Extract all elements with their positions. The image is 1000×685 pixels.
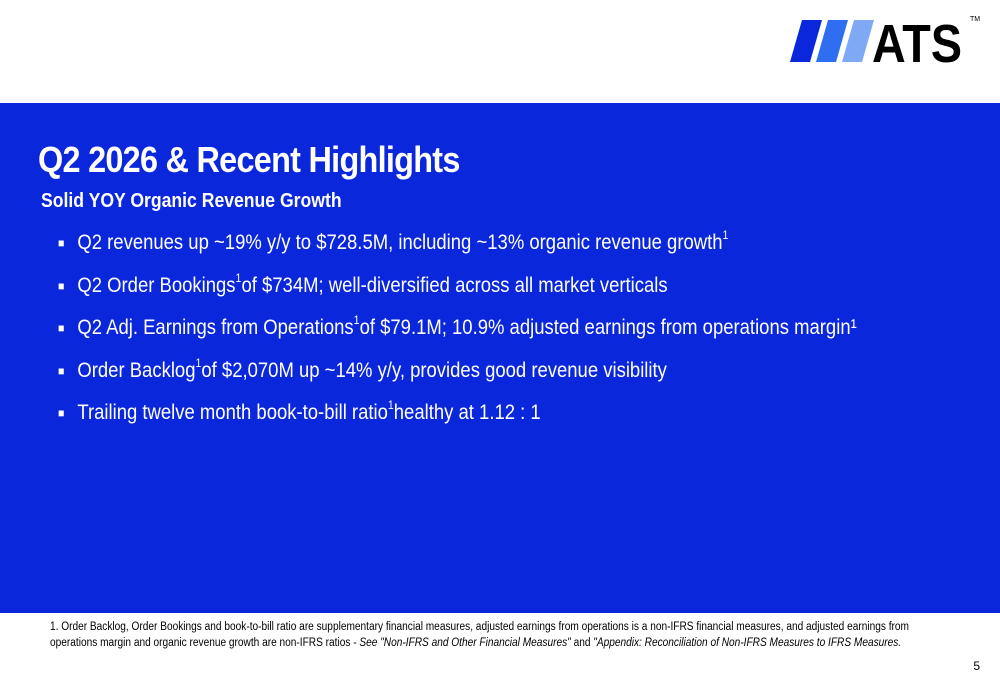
bullet-text: healthy at 1.12 : 1 [393,401,541,424]
bullet-text: Trailing twelve month book-to-bill ratio [77,401,388,424]
bullet-text: Q2 Adj. Earnings from Operations [77,316,354,339]
subtitle: Solid YOY Organic Revenue Growth [41,190,342,212]
list-item: ■ Order Backlog 1 of $2,070M up ~14% y/y, … [58,355,857,400]
footnote-ref: 1 [387,398,394,412]
highlights-panel: Q2 2026 & Recent Highlights Solid YOY Or… [0,103,1000,613]
bullet-text: of $734M; well-diversified across all ma… [241,273,668,297]
page-title: Q2 2026 & Recent Highlights [38,139,460,180]
footnote: 1. Order Backlog, Order Bookings and boo… [50,619,909,651]
footnote-line: 1. Order Backlog, Order Bookings and boo… [50,621,909,633]
bullet-text: Q2 Order Bookings [77,273,236,297]
footnote-ref: 1 [195,355,202,370]
bullet-icon: ■ [58,363,65,378]
list-item: ■ Q2 Adj. Earnings from Operations 1 of $7… [58,313,857,357]
footnote-ref: 1 [722,228,729,242]
page-number: 5 [973,659,980,673]
trademark-mark: TM [970,16,981,23]
bullet-icon: ■ [58,278,65,293]
footnote-ref: 1 [353,313,360,327]
list-item: ■ Q2 revenues up ~19% y/y to $728.5M, inc… [58,228,857,272]
bullet-text: of $2,070M up ~14% y/y, provides good re… [201,358,667,382]
bullet-icon: ■ [58,321,65,335]
footnote-text: operations margin and organic revenue gr… [50,637,360,649]
bullet-text: Q2 revenues up ~19% y/y to $728.5M, incl… [77,231,723,254]
highlights-list: ■ Q2 revenues up ~19% y/y to $728.5M, inc… [58,228,966,442]
list-item: ■ Trailing twelve month book-to-bill rati… [58,398,857,442]
ats-logo: ATS [788,18,964,64]
list-item: ■ Q2 Order Bookings 1 of $734M; well-diver… [58,270,857,315]
footnote-text: and [570,637,594,649]
footnote-ref: 1 [235,270,242,285]
svg-text:ATS: ATS [872,18,962,64]
footnote-reference: See "Non-IFRS and Other Financial Measur… [359,637,571,649]
footnote-line: operations margin and organic revenue gr… [50,635,901,651]
bullet-text: of $79.1M; 10.9% adjusted earnings from … [359,316,857,339]
bullet-icon: ■ [58,406,65,420]
footnote-reference: "Appendix: Reconciliation of Non-IFRS Me… [593,637,902,649]
bullet-text: Order Backlog [77,358,196,382]
bullet-icon: ■ [58,236,65,250]
